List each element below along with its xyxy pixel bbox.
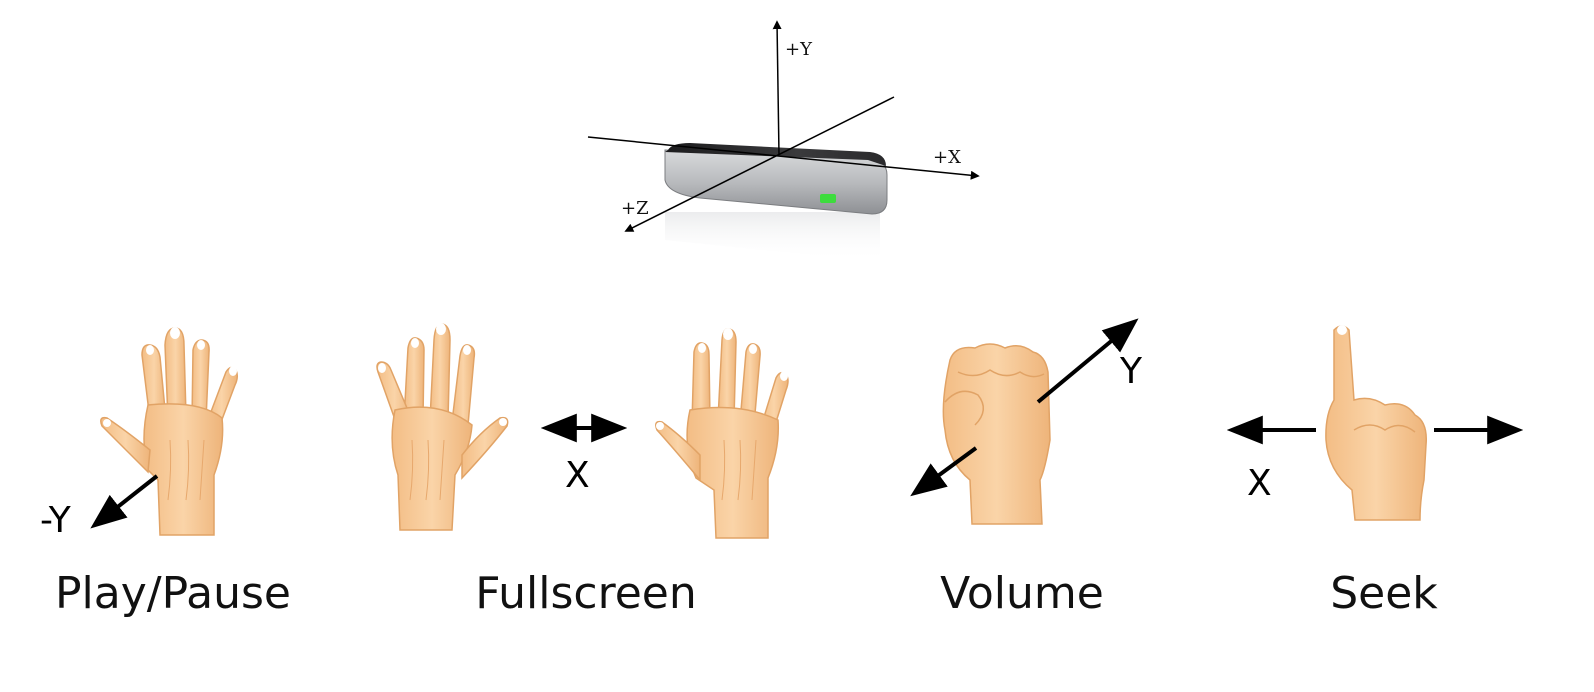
play-pause-caption: Play/Pause [55,568,291,619]
device-body [664,149,888,215]
y-axis-label: +Y [785,39,813,60]
open-hand-left-icon [376,323,509,531]
device-reflection [665,212,880,262]
negative-y-arrow-volume [910,446,978,497]
seek-gesture: X [1226,325,1524,521]
volume-caption: Volume [940,568,1104,619]
seek-caption: Seek [1330,568,1438,619]
y-axis [772,20,782,156]
play-pause-gesture: -Y [40,327,239,541]
volume-gesture: Y [910,318,1143,525]
open-hand-right-icon [655,328,789,539]
x-axis [587,136,980,180]
leap-motion-device [664,143,888,262]
status-led [820,194,836,203]
play-pause-axis-label: -Y [40,500,72,541]
volume-axis-label: Y [1119,351,1143,392]
seek-axis-label: X [1247,463,1272,504]
open-hand-icon [100,327,239,536]
fullscreen-gesture: X [376,323,789,539]
device-top-glass [665,143,886,166]
z-axis [624,96,895,232]
z-axis-label: +Z [621,198,649,219]
x-axis-label: +X [933,147,961,168]
pointing-finger-icon [1325,325,1428,521]
fullscreen-caption: Fullscreen [475,568,697,619]
axis-lines [587,20,980,232]
fullscreen-axis-label: X [565,455,590,496]
positive-y-arrow [1036,318,1139,404]
negative-y-arrow [90,474,159,529]
fist-icon [942,343,1051,525]
